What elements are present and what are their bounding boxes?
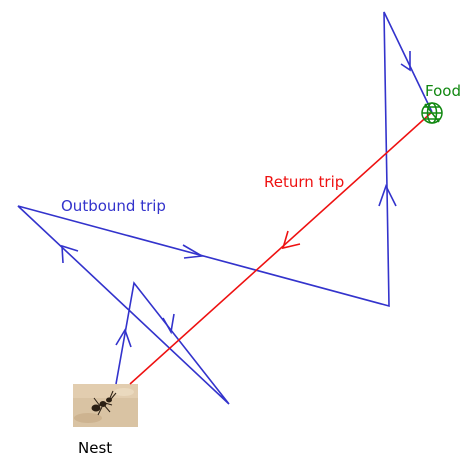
arrow-head [162, 313, 175, 335]
arrow-head [400, 51, 411, 72]
arrow-head [182, 244, 205, 259]
outbound-arrows [61, 51, 411, 348]
return-arrow [281, 230, 301, 250]
nest-photo [73, 384, 138, 427]
outbound-path [17, 11, 433, 405]
arrow-head [378, 183, 397, 207]
outbound-label: Outbound trip [61, 197, 166, 215]
arrow-head [115, 328, 132, 348]
return-label: Return trip [264, 173, 344, 191]
food-label: Food [425, 82, 461, 100]
return-path [129, 111, 433, 385]
nest-label: Nest [78, 439, 112, 457]
ant-icon [91, 390, 117, 416]
arrow-head [61, 244, 79, 264]
food-icon [421, 102, 443, 124]
